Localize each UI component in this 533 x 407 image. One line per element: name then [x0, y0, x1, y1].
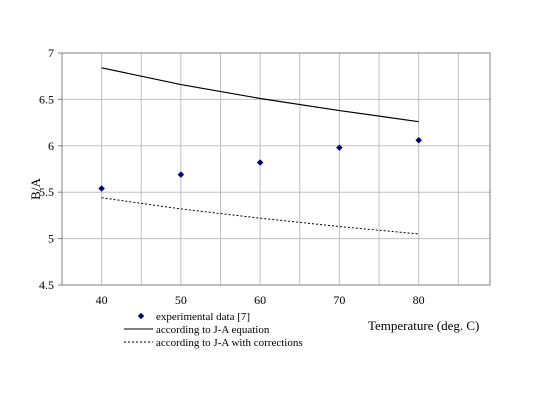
- legend-label: experimental data [7]: [156, 311, 250, 323]
- series-line-1: [101, 67, 419, 123]
- plot-area: [61, 52, 491, 286]
- x-tick-label: 40: [96, 293, 108, 307]
- y-tick-label: 7: [48, 46, 54, 60]
- x-tick-label: 60: [254, 293, 266, 307]
- x-tick-label: 70: [333, 293, 345, 307]
- series-line-2: [101, 197, 419, 235]
- legend-label: according to J-A with corrections: [156, 337, 303, 349]
- data-point: [415, 136, 423, 144]
- y-axis-title: B/A: [28, 178, 43, 200]
- legend-label: according to J-A equation: [156, 324, 270, 336]
- tick-labels: 4.5 5 5.5 6 6.5 7 40 50 60 70 80: [39, 46, 425, 307]
- axes: [58, 52, 490, 286]
- y-tick-label: 5.5: [39, 185, 54, 199]
- x-tick-label: 80: [413, 293, 425, 307]
- legend-marker: [137, 312, 145, 320]
- y-tick-label: 6.5: [39, 92, 54, 106]
- data-point: [98, 185, 105, 192]
- legend-item: experimental data [7]: [137, 311, 250, 323]
- data-point: [177, 171, 185, 178]
- legend-item: according to J-A equation: [124, 324, 270, 336]
- y-tick-label: 6: [48, 139, 54, 153]
- y-tick-label: 4.5: [39, 278, 54, 292]
- y-tick-label: 5: [48, 232, 54, 246]
- legend-item: according to J-A with corrections: [124, 337, 303, 349]
- legend: experimental data [7]according to J-A eq…: [124, 311, 303, 349]
- x-axis-title: Temperature (deg. C): [368, 318, 479, 333]
- grid: [62, 52, 490, 286]
- x-tick-label: 50: [175, 293, 187, 307]
- data-point: [336, 144, 343, 152]
- series: [98, 67, 423, 235]
- data-point: [256, 159, 264, 166]
